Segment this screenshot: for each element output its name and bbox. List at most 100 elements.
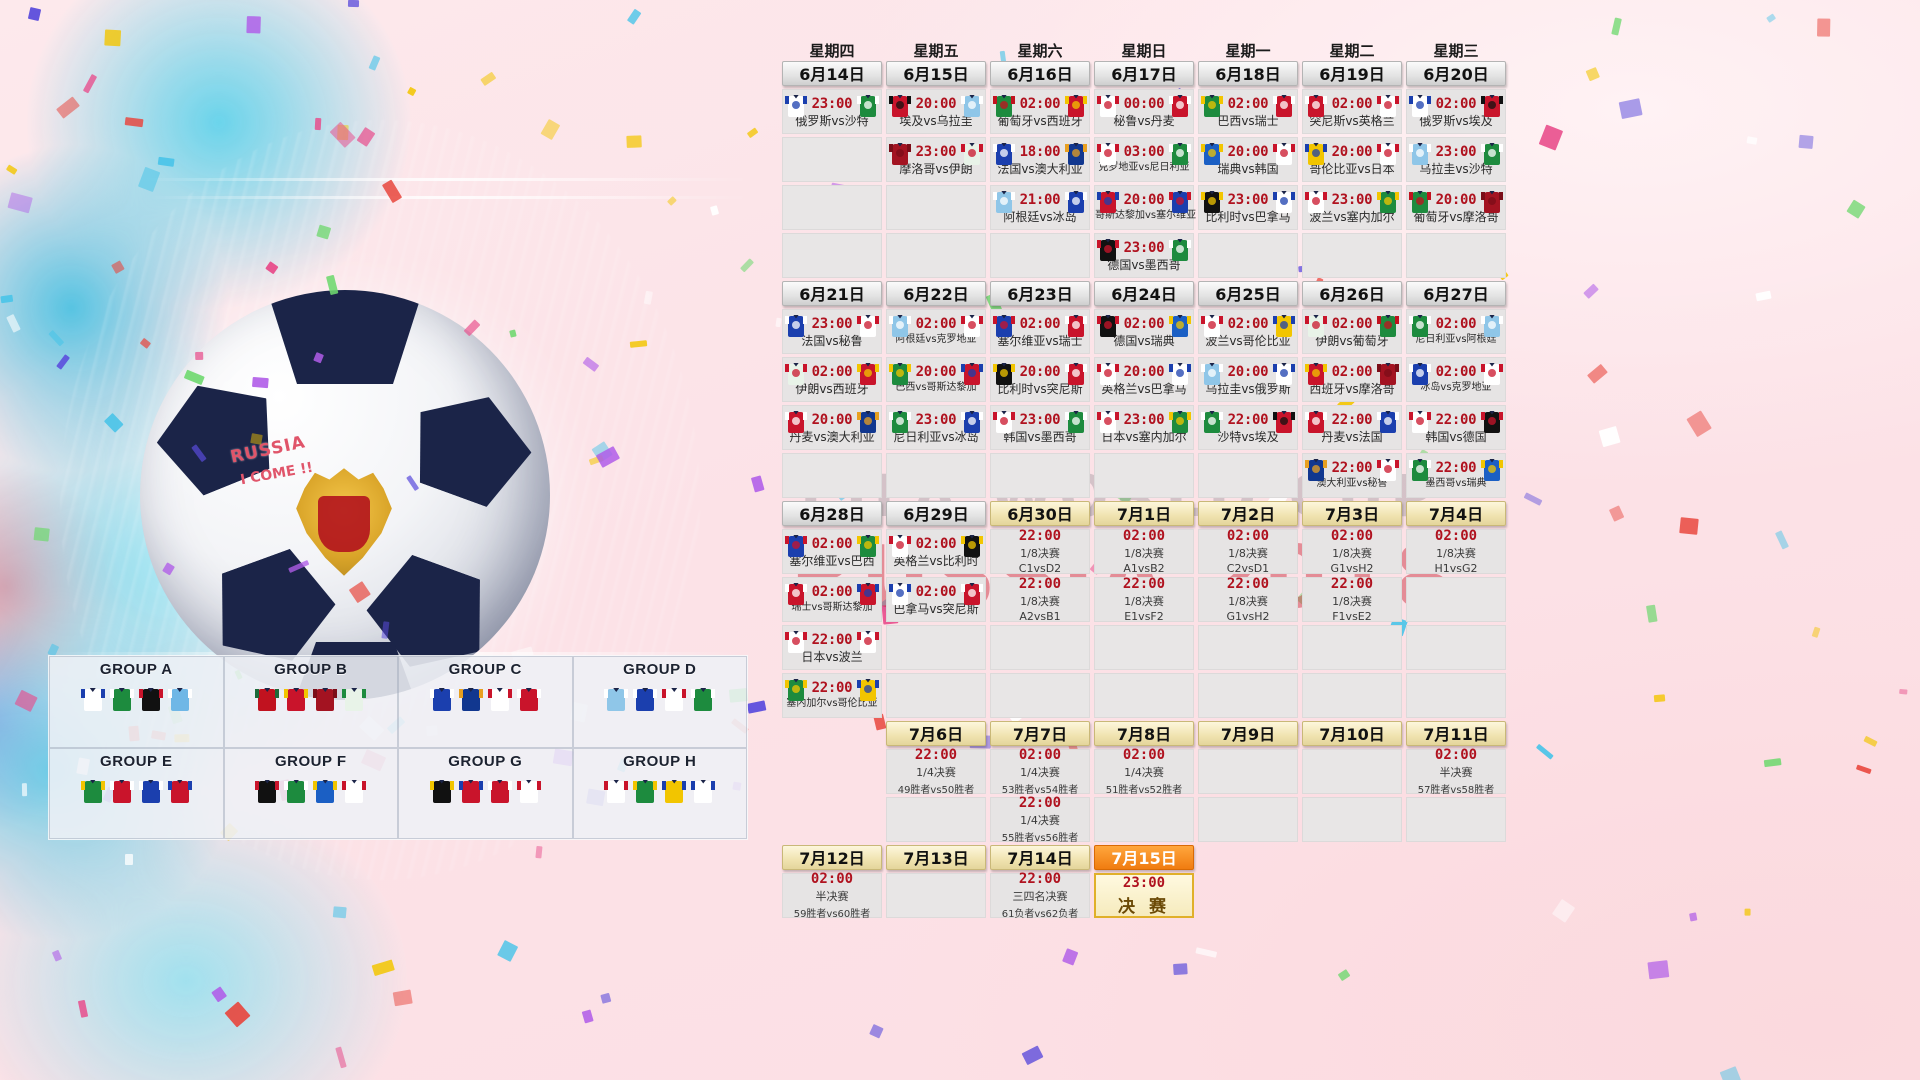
group-box-group-a[interactable]: GROUP A: [49, 656, 224, 748]
knockout-match-cell[interactable]: 22:00 1/8决赛 F1vsE2: [1302, 576, 1402, 623]
date-header[interactable]: 7月3日: [1302, 501, 1402, 526]
match-cell[interactable]: 00:00 秘鲁vs丹麦: [1094, 89, 1194, 134]
knockout-match-cell[interactable]: 02:00 半决赛 57胜者vs58胜者: [1406, 747, 1506, 796]
match-cell[interactable]: 02:00 伊朗vs西班牙: [782, 357, 882, 402]
match-cell[interactable]: 02:00 冰岛vs克罗地亚: [1406, 357, 1506, 402]
knockout-match-cell[interactable]: 22:00 1/8决赛 C1vsD2: [990, 528, 1090, 575]
match-cell[interactable]: 20:00 丹麦vs澳大利亚: [782, 405, 882, 450]
match-cell[interactable]: 20:00 埃及vs乌拉圭: [886, 89, 986, 134]
date-header[interactable]: 6月14日: [782, 61, 882, 86]
date-header[interactable]: 7月10日: [1302, 721, 1402, 746]
knockout-match-cell[interactable]: 22:00 三四名决赛 61负者vs62负者: [990, 871, 1090, 920]
date-header[interactable]: 7月6日: [886, 721, 986, 746]
match-cell[interactable]: 20:00 哥斯达黎加vs塞尔维亚: [1094, 185, 1196, 230]
knockout-match-cell[interactable]: 22:00 1/8决赛 E1vsF2: [1094, 576, 1194, 623]
group-box-group-g[interactable]: GROUP G: [398, 747, 573, 839]
match-cell[interactable]: 23:00 乌拉圭vs沙特: [1406, 137, 1506, 182]
match-cell[interactable]: 22:00 沙特vs埃及: [1198, 405, 1298, 450]
match-cell[interactable]: 02:00 俄罗斯vs埃及: [1406, 89, 1506, 134]
knockout-match-cell[interactable]: 22:00 1/4决赛 55胜者vs56胜者: [990, 795, 1090, 844]
date-header[interactable]: 6月28日: [782, 501, 882, 526]
date-header[interactable]: 7月8日: [1094, 721, 1194, 746]
date-header[interactable]: 7月4日: [1406, 501, 1506, 526]
match-cell[interactable]: 02:00 塞尔维亚vs巴西: [782, 529, 882, 574]
knockout-match-cell[interactable]: 02:00 1/4决赛 51胜者vs52胜者: [1094, 747, 1194, 796]
match-cell[interactable]: 18:00 法国vs澳大利亚: [990, 137, 1090, 182]
match-cell[interactable]: 21:00 阿根廷vs冰岛: [990, 185, 1090, 230]
date-header[interactable]: 7月11日: [1406, 721, 1506, 746]
match-cell[interactable]: 22:00 韩国vs德国: [1406, 405, 1506, 450]
match-cell[interactable]: 02:00 阿根廷vs克罗地亚: [886, 309, 986, 354]
date-header[interactable]: 6月30日: [990, 501, 1090, 526]
match-cell[interactable]: 02:00 突尼斯vs英格兰: [1302, 89, 1402, 134]
match-cell[interactable]: 23:00 韩国vs墨西哥: [990, 405, 1090, 450]
date-header[interactable]: 7月7日: [990, 721, 1090, 746]
match-cell[interactable]: 23:00 摩洛哥vs伊朗: [886, 137, 986, 182]
match-cell[interactable]: 02:00 西班牙vs摩洛哥: [1302, 357, 1402, 402]
date-header[interactable]: 7月9日: [1198, 721, 1298, 746]
match-cell[interactable]: 23:00 俄罗斯vs沙特: [782, 89, 882, 134]
date-header[interactable]: 6月25日: [1198, 281, 1298, 306]
match-cell[interactable]: 20:00 哥伦比亚vs日本: [1302, 137, 1402, 182]
match-cell[interactable]: 23:00 日本vs塞内加尔: [1094, 405, 1194, 450]
date-header[interactable]: 6月23日: [990, 281, 1090, 306]
date-header[interactable]: 6月29日: [886, 501, 986, 526]
match-cell[interactable]: 23:00 德国vs墨西哥: [1094, 233, 1194, 278]
group-box-group-e[interactable]: GROUP E: [49, 747, 224, 839]
match-cell[interactable]: 20:00 比利时vs突尼斯: [990, 357, 1090, 402]
match-cell[interactable]: 20:00 乌拉圭vs俄罗斯: [1198, 357, 1298, 402]
date-header[interactable]: 7月15日: [1094, 845, 1194, 870]
match-cell[interactable]: 22:00 澳大利亚vs秘鲁: [1302, 453, 1402, 498]
group-box-group-b[interactable]: GROUP B: [223, 656, 398, 748]
date-header[interactable]: 7月1日: [1094, 501, 1194, 526]
knockout-match-cell[interactable]: 02:00 1/8决赛 H1vsG2: [1406, 528, 1506, 575]
knockout-match-cell[interactable]: 02:00 1/8决赛 C2vsD1: [1198, 528, 1298, 575]
match-cell[interactable]: 02:00 波兰vs哥伦比亚: [1198, 309, 1298, 354]
date-header[interactable]: 6月21日: [782, 281, 882, 306]
match-cell[interactable]: 22:00 丹麦vs法国: [1302, 405, 1402, 450]
final-match-cell[interactable]: 23:00 决 赛: [1094, 873, 1194, 918]
match-cell[interactable]: 02:00 巴拿马vs突尼斯: [886, 577, 986, 622]
knockout-match-cell[interactable]: 22:00 1/8决赛 A2vsB1: [990, 576, 1090, 623]
group-box-group-h[interactable]: GROUP H: [572, 747, 747, 839]
match-cell[interactable]: 02:00 巴西vs瑞士: [1198, 89, 1298, 134]
knockout-match-cell[interactable]: 02:00 1/4决赛 53胜者vs54胜者: [990, 747, 1090, 796]
date-header[interactable]: 6月15日: [886, 61, 986, 86]
knockout-match-cell[interactable]: 22:00 1/4决赛 49胜者vs50胜者: [886, 747, 986, 796]
knockout-match-cell[interactable]: 22:00 1/8决赛 G1vsH2: [1198, 576, 1298, 623]
knockout-match-cell[interactable]: 02:00 1/8决赛 A1vsB2: [1094, 528, 1194, 575]
match-cell[interactable]: 22:00 塞内加尔vs哥伦比亚: [782, 673, 882, 718]
match-cell[interactable]: 22:00 日本vs波兰: [782, 625, 882, 670]
date-header[interactable]: 6月19日: [1302, 61, 1402, 86]
date-header[interactable]: 6月17日: [1094, 61, 1194, 86]
match-cell[interactable]: 20:00 葡萄牙vs摩洛哥: [1406, 185, 1506, 230]
date-header[interactable]: 6月20日: [1406, 61, 1506, 86]
match-cell[interactable]: 23:00 法国vs秘鲁: [782, 309, 882, 354]
match-cell[interactable]: 20:00 瑞典vs韩国: [1198, 137, 1298, 182]
match-cell[interactable]: 23:00 比利时vs巴拿马: [1198, 185, 1298, 230]
match-cell[interactable]: 20:00 英格兰vs巴拿马: [1094, 357, 1194, 402]
group-box-group-f[interactable]: GROUP F: [223, 747, 398, 839]
date-header[interactable]: 7月13日: [886, 845, 986, 870]
match-cell[interactable]: 02:00 瑞士vs哥斯达黎加: [782, 577, 882, 622]
date-header[interactable]: 7月14日: [990, 845, 1090, 870]
date-header[interactable]: 6月22日: [886, 281, 986, 306]
date-header[interactable]: 6月26日: [1302, 281, 1402, 306]
match-cell[interactable]: 02:00 尼日利亚vs阿根廷: [1406, 309, 1506, 354]
date-header[interactable]: 7月2日: [1198, 501, 1298, 526]
match-cell[interactable]: 02:00 伊朗vs葡萄牙: [1302, 309, 1402, 354]
date-header[interactable]: 7月12日: [782, 845, 882, 870]
match-cell[interactable]: 02:00 葡萄牙vs西班牙: [990, 89, 1090, 134]
match-cell[interactable]: 02:00 塞尔维亚vs瑞士: [990, 309, 1090, 354]
group-box-group-c[interactable]: GROUP C: [398, 656, 573, 748]
match-cell[interactable]: 20:00 巴西vs哥斯达黎加: [886, 357, 986, 402]
date-header[interactable]: 6月18日: [1198, 61, 1298, 86]
date-header[interactable]: 6月16日: [990, 61, 1090, 86]
match-cell[interactable]: 23:00 尼日利亚vs冰岛: [886, 405, 986, 450]
knockout-match-cell[interactable]: 02:00 半决赛 59胜者vs60胜者: [782, 871, 882, 920]
match-cell[interactable]: 03:00 克罗地亚vs尼日利亚: [1094, 137, 1194, 182]
match-cell[interactable]: 02:00 德国vs瑞典: [1094, 309, 1194, 354]
match-cell[interactable]: 22:00 墨西哥vs瑞典: [1406, 453, 1506, 498]
knockout-match-cell[interactable]: 02:00 1/8决赛 G1vsH2: [1302, 528, 1402, 575]
match-cell[interactable]: 23:00 波兰vs塞内加尔: [1302, 185, 1402, 230]
